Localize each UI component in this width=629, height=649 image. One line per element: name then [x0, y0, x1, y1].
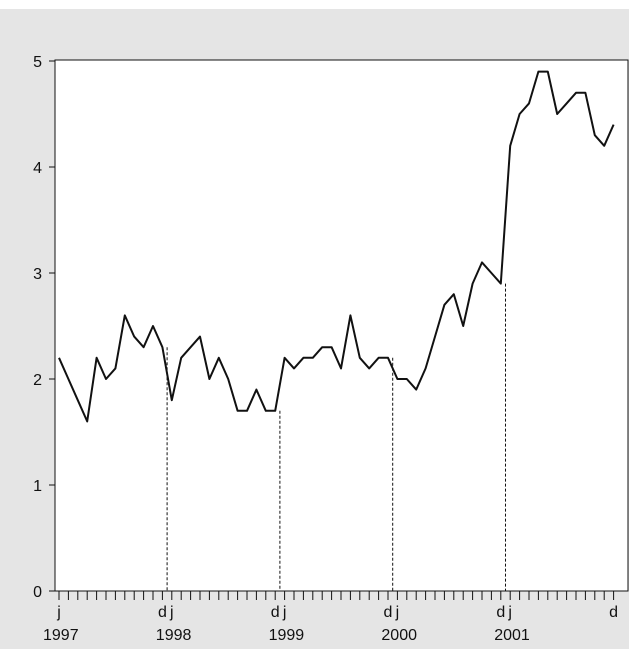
- x-month-label: j: [282, 604, 287, 621]
- x-month-label: j: [56, 604, 61, 621]
- y-tick-label: 4: [33, 160, 42, 177]
- x-month-label: d: [609, 604, 618, 621]
- series-line: [58, 70, 615, 423]
- x-month-label: j: [395, 604, 400, 621]
- y-tick-label: 5: [33, 54, 42, 71]
- x-year-label: 1999: [269, 627, 305, 644]
- y-tick-label: 1: [33, 478, 42, 495]
- x-month-label: d: [271, 604, 280, 621]
- reference-lines: [166, 283, 506, 591]
- x-month-label: j: [169, 604, 174, 621]
- plot-area: [54, 59, 629, 592]
- y-tick-label: 2: [33, 372, 42, 389]
- x-year-label: 2001: [494, 627, 530, 644]
- x-month-label: d: [384, 604, 393, 621]
- y-tick-label: 0: [33, 584, 42, 601]
- x-month-label: j: [507, 604, 512, 621]
- x-month-label: d: [158, 604, 167, 621]
- y-tick-label: 3: [33, 266, 42, 283]
- x-year-label: 1998: [156, 627, 192, 644]
- x-year-label: 2000: [381, 627, 417, 644]
- x-month-label: d: [496, 604, 505, 621]
- y-axis: 0 1 2 3 4 5: [33, 54, 55, 601]
- x-year-label: 1997: [43, 627, 79, 644]
